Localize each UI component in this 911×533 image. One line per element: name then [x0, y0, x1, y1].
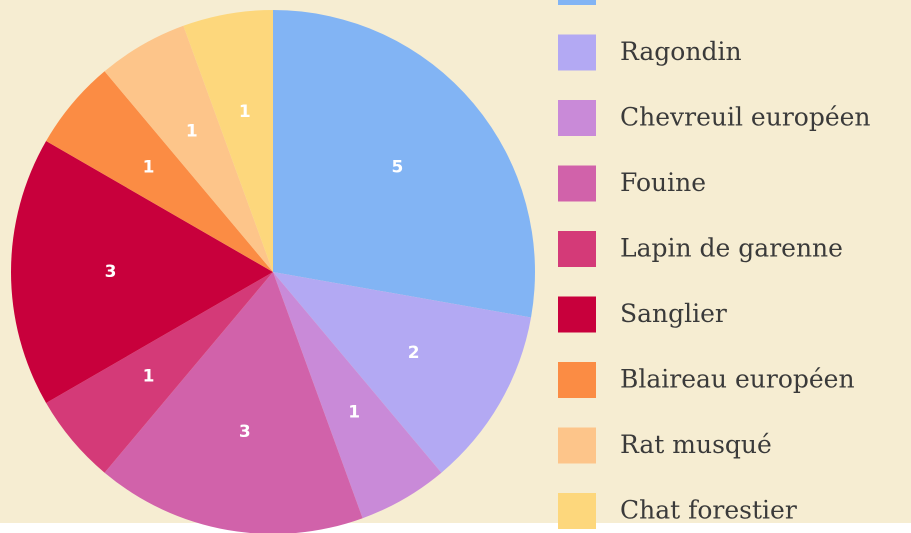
legend-swatch	[558, 100, 596, 136]
legend-swatch	[558, 362, 596, 398]
pie-slice	[10, 141, 273, 403]
legend: Ragondin Chevreuil européen Fouine Lapin de…	[558, 0, 871, 529]
pie-slice	[273, 272, 442, 519]
legend-label: Blaireau européen	[620, 365, 855, 394]
slice-label: 2	[408, 343, 420, 363]
slice-label: 1	[186, 121, 198, 141]
legend-label: Chevreuil européen	[620, 103, 871, 132]
legend-swatch	[558, 296, 596, 333]
legend-label: Chat forestier	[620, 496, 797, 525]
legend-swatch	[558, 165, 596, 202]
slice-label: 1	[348, 403, 360, 423]
pie-slice	[273, 272, 532, 473]
pie-slice	[104, 25, 273, 272]
legend-label: Ragondin	[620, 37, 742, 66]
legend-label: Fouine	[620, 168, 706, 197]
legend-swatch	[558, 493, 596, 529]
legend-label: Sanglier	[620, 299, 727, 328]
slice-label: 1	[143, 366, 155, 386]
legend-swatch	[558, 427, 596, 464]
slice-label: 1	[143, 158, 155, 178]
pie: 5 2 1 3 1 3 1 1 1	[10, 10, 535, 533]
pie-slice	[46, 272, 273, 473]
legend-swatch	[558, 0, 596, 5]
slice-label: 5	[392, 158, 404, 178]
legend-label: Lapin de garenne	[620, 234, 843, 263]
slice-label: 3	[105, 262, 117, 282]
legend-swatch	[558, 34, 596, 71]
slice-label: 3	[239, 422, 251, 442]
pie-slice	[273, 10, 535, 318]
slice-label: 1	[239, 102, 251, 122]
legend-label: Rat musqué	[620, 430, 772, 459]
pie-slice	[183, 10, 273, 272]
pie-slice	[46, 71, 273, 272]
legend-swatch	[558, 231, 596, 267]
pie-slice	[104, 272, 363, 533]
